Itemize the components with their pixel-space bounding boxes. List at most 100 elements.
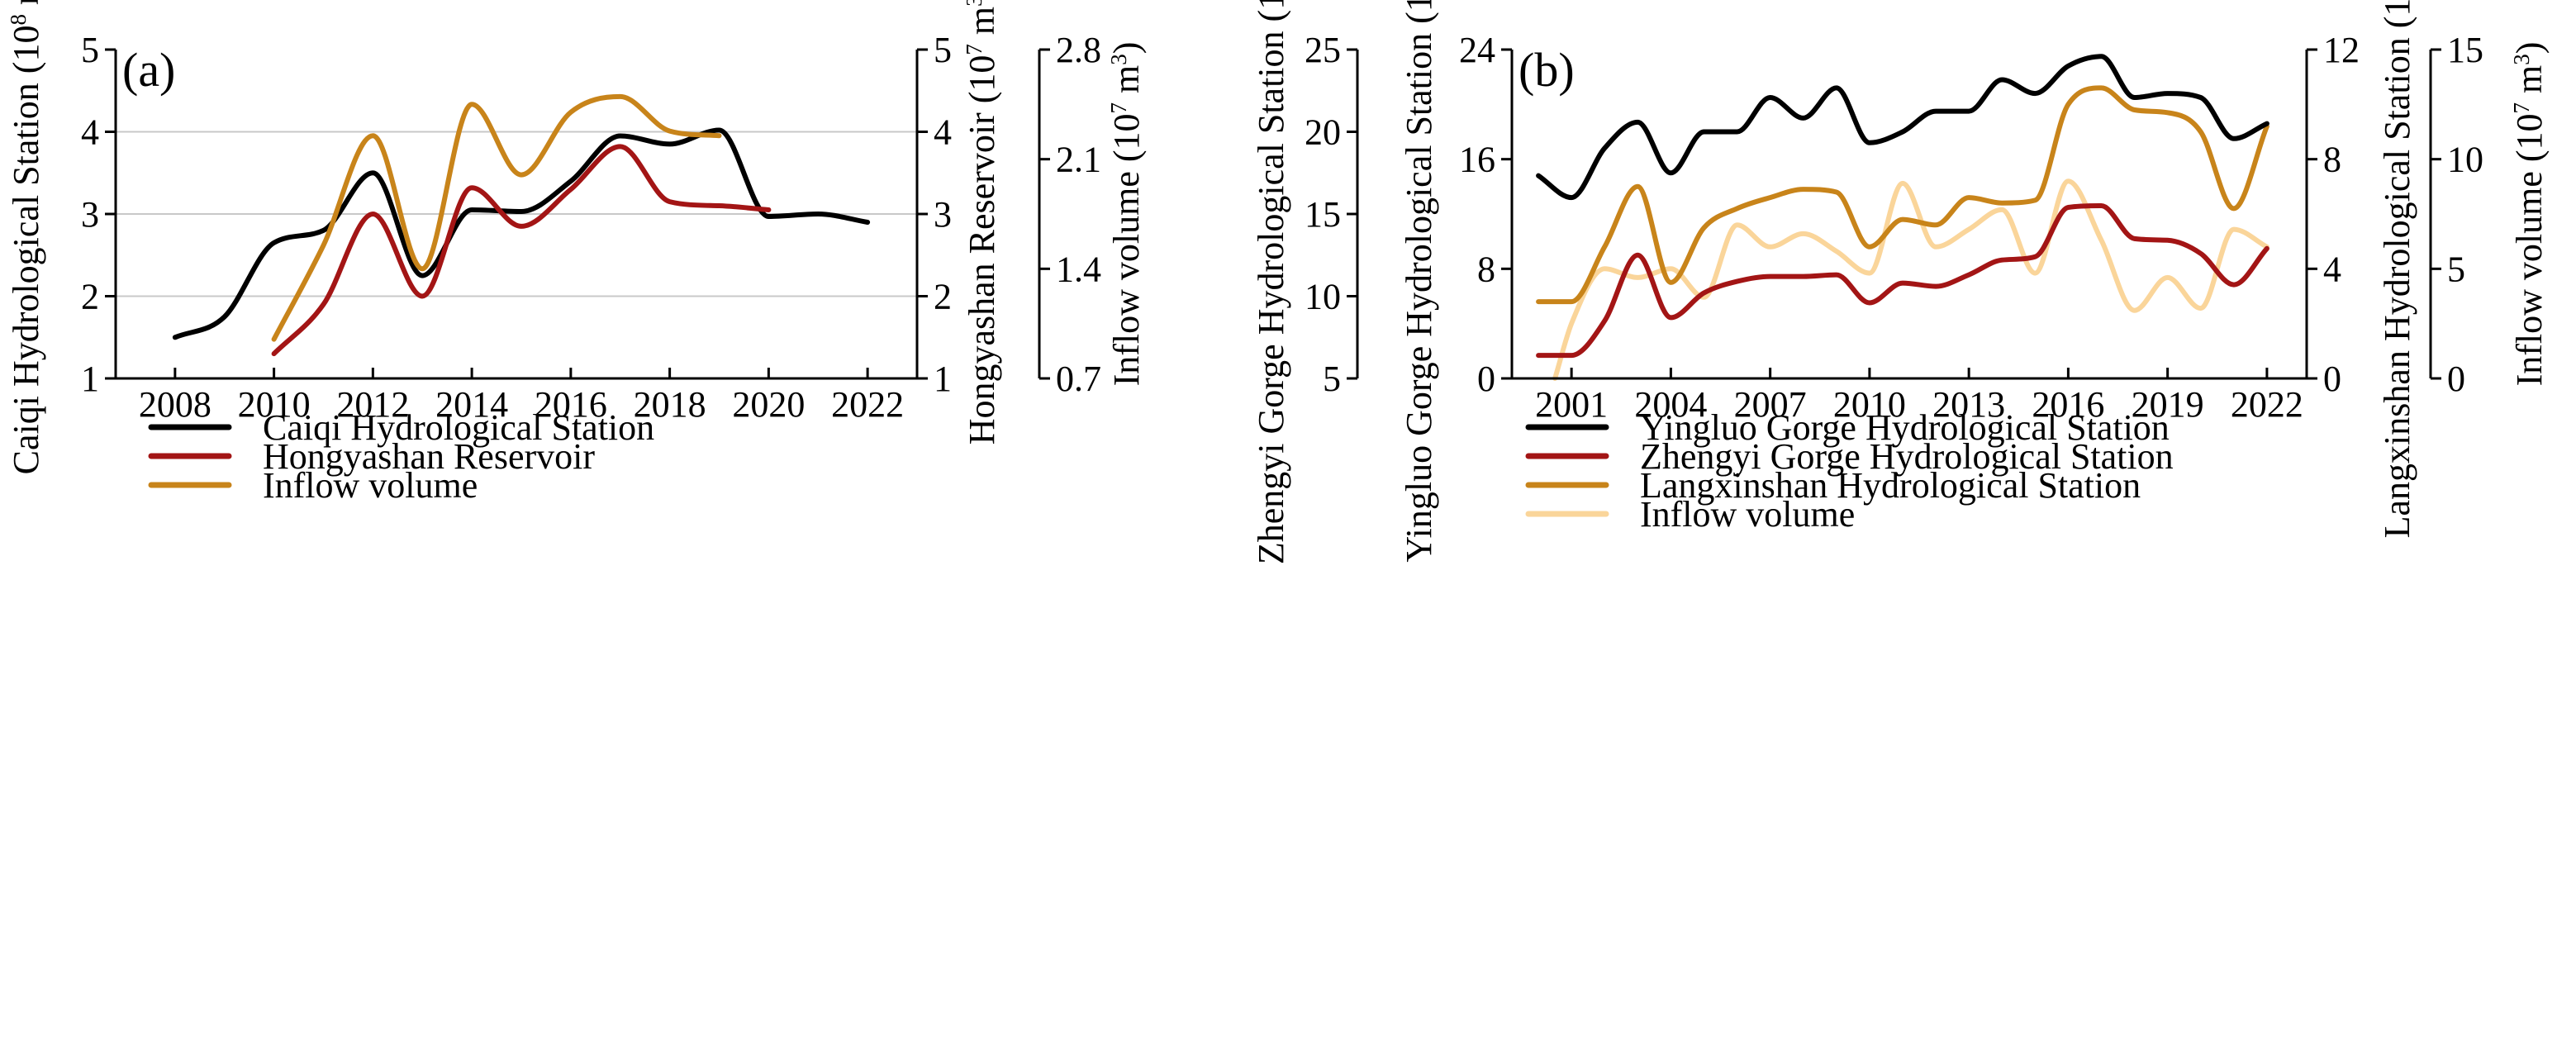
legend-label-langxinshan-hydrological-station: Langxinshan Hydrological Station: [1640, 465, 2141, 506]
legend-label-yingluo-gorge-hydrological-station: Yingluo Gorge Hydrological Station: [1640, 407, 2170, 448]
y-axis-caiqi-tick-label: 3: [81, 194, 99, 235]
series-line-inflow-volume: [1552, 178, 2269, 381]
legend-label-hongyashan-reservoir: Hongyashan Reservoir: [263, 436, 595, 477]
y-axis-title-inflow-unit-close: ): [1106, 42, 1147, 55]
legend-label-inflow-volume: Inflow volume: [1640, 494, 1855, 535]
y-axis-langxinshan-tick-label: 8: [2323, 140, 2341, 180]
y-axis-hongyashan-tick-label: 4: [934, 112, 952, 153]
y-axis-title-inflow-text: Inflow volume: [1106, 162, 1147, 386]
y-axis-hongyashan-tick-label: 1: [934, 359, 952, 399]
y-axis-inflow-tick-label: 1.4: [1056, 249, 1101, 289]
y-axis-langxinshan-tick-label: 12: [2323, 30, 2360, 70]
y-axis-title-langxinshan: Langxinshan Hydrological Station (108 m3…: [2377, 0, 2417, 538]
series-line-langxinshan-hydrological-station: [1536, 85, 2269, 305]
y-axis-inflow-tick-label: 10: [2447, 140, 2483, 180]
y-axis-title-caiqi-unit-m: m: [6, 0, 46, 14]
series-line-yingluo-gorge-hydrological-station: [1536, 54, 2269, 201]
panel-b: 2001 2004 2007 2010 2013 2016 2019 2022 5 10 15 20 2…: [1251, 0, 2550, 564]
y-axis-title-hongyashan-unit-sup: 3: [962, 0, 986, 7]
panel-b-label: (b): [1519, 43, 1575, 97]
x-tick-label: 2012: [336, 384, 409, 425]
panel-b-axes: 2001 2004 2007 2010 2013 2016 2019 2022 5 10 15 20 2…: [1251, 0, 2550, 564]
y-axis-title-inflow-unit-close: ): [2509, 42, 2550, 55]
y-axis-title-hongyashan-unit-m: m: [962, 7, 1002, 44]
legend-label-caiqi-hydrological-station: Caiqi Hydrological Station: [263, 407, 654, 448]
y-axis-title-caiqi-unit: (10: [6, 26, 46, 74]
y-axis-caiqi-tick-label: 1: [81, 359, 99, 399]
y-axis-yingluo-tick-label: 8: [1477, 249, 1495, 289]
y-axis-title-langxinshan-text: Langxinshan Hydrological Station: [2377, 28, 2417, 538]
y-axis-zhengyi-tick-label: 5: [1323, 359, 1341, 399]
y-axis-title-hongyashan-unit-exp: 7: [962, 44, 986, 55]
y-axis-yingluo-tick-label: 24: [1459, 30, 1495, 70]
panel-a-series: [172, 93, 871, 357]
x-tick-label: 2016: [535, 384, 607, 425]
panel-a-axes: 2008 2010 2012 2014 2016 2018 2020 2022 1 2 3 4 5 1 2 3…: [6, 0, 1147, 474]
y-axis-title-yingluo-text: Yingluo Gorge Hydrological Station: [1399, 24, 1439, 563]
y-axis-title-langxinshan-unit: (10: [2377, 0, 2417, 28]
y-axis-title-inflow-text: Inflow volume: [2509, 162, 2550, 386]
y-axis-title-zhengyi: Zhengyi Gorge Hydrological Station (108 …: [1251, 0, 1291, 564]
y-axis-hongyashan-tick-label: 3: [934, 194, 952, 235]
y-axis-title-hongyashan-unit: (10: [962, 55, 1002, 104]
x-tick-label: 2004: [1634, 384, 1707, 425]
x-tick-label: 2022: [831, 384, 904, 425]
legend-label-zhengyi-gorge-hydrological-station: Zhengyi Gorge Hydrological Station: [1640, 436, 2174, 477]
series-line-caiqi-hydrological-station: [172, 127, 871, 340]
y-axis-title-inflow-unit-sup: 3: [1106, 54, 1131, 65]
x-tick-label: 2022: [2231, 384, 2303, 425]
x-tick-label: 2001: [1535, 384, 1608, 425]
x-tick-label: 2010: [238, 384, 311, 425]
y-axis-inflow-tick-label: 2.8: [1056, 30, 1101, 70]
y-axis-inflow-tick-label: 2.1: [1056, 140, 1101, 180]
panel-a: 2008 2010 2012 2014 2016 2018 2020 2022 1 2 3 4 5 1 2 3…: [6, 0, 1147, 506]
y-axis-title-yingluo-unit: (10: [1399, 0, 1439, 24]
y-axis-zhengyi-tick-label: 10: [1305, 277, 1341, 317]
panel-a-label: (a): [122, 43, 175, 97]
y-axis-hongyashan-tick-label: 5: [934, 30, 952, 70]
y-axis-caiqi-tick-label: 5: [81, 30, 99, 70]
y-axis-title-inflow: Inflow volume (107 m3): [1106, 42, 1147, 387]
y-axis-zhengyi-tick-label: 20: [1305, 112, 1341, 153]
y-axis-caiqi-tick-label: 2: [81, 277, 99, 317]
y-axis-title-inflow-unit: (10: [1106, 113, 1147, 162]
x-tick-label: 2010: [1833, 384, 1906, 425]
panel-b-legend: Yingluo Gorge Hydrological StationZhengy…: [1525, 407, 2174, 535]
y-axis-title-zhengyi-unit: (10: [1251, 0, 1291, 21]
y-axis-title-inflow-unit: (10: [2509, 113, 2550, 162]
y-axis-title-caiqi-text: Caiqi Hydrological Station: [6, 74, 46, 474]
x-tick-label: 2013: [1932, 384, 2005, 425]
y-axis-yingluo-tick-label: 0: [1477, 359, 1495, 399]
y-axis-title-hongyashan-text: Hongyashan Reservoir: [962, 103, 1002, 445]
y-axis-inflow-tick-label: 0.7: [1056, 359, 1101, 399]
x-tick-label: 2007: [1734, 384, 1807, 425]
y-axis-title-inflow: Inflow volume (107 m3): [2509, 42, 2550, 387]
y-axis-zhengyi-tick-label: 25: [1305, 30, 1341, 70]
series-line-hongyashan-reservoir: [271, 144, 772, 357]
y-axis-title-caiqi: Caiqi Hydrological Station (108 m3): [6, 0, 46, 474]
y-axis-langxinshan-tick-label: 0: [2323, 359, 2341, 399]
y-axis-caiqi-tick-label: 4: [81, 112, 99, 153]
x-tick-label: 2020: [732, 384, 805, 425]
legend-label-inflow-volume: Inflow volume: [263, 465, 478, 506]
y-axis-title-inflow-unit-sup: 3: [2509, 54, 2534, 65]
y-axis-title-inflow-unit-m: m: [2509, 65, 2550, 102]
y-axis-inflow-tick-label: 15: [2447, 30, 2483, 70]
y-axis-title-inflow-unit-m: m: [1106, 65, 1147, 102]
x-tick-label: 2014: [435, 384, 508, 425]
y-axis-title-yingluo: Yingluo Gorge Hydrological Station (108 …: [1399, 0, 1439, 563]
y-axis-langxinshan-tick-label: 4: [2323, 249, 2341, 289]
y-axis-title-inflow-unit-exp: 7: [2509, 102, 2534, 114]
y-axis-yingluo-tick-label: 16: [1459, 140, 1495, 180]
x-tick-label: 2018: [634, 384, 706, 425]
y-axis-zhengyi-tick-label: 15: [1305, 194, 1341, 235]
y-axis-title-inflow-unit-exp: 7: [1106, 102, 1131, 114]
x-tick-label: 2016: [2032, 384, 2104, 425]
y-axis-title-zhengyi-text: Zhengyi Gorge Hydrological Station: [1251, 21, 1291, 564]
x-tick-label: 2019: [2132, 384, 2204, 425]
y-axis-hongyashan-tick-label: 2: [934, 277, 952, 317]
y-axis-inflow-tick-label: 5: [2447, 249, 2465, 289]
y-axis-title-caiqi-unit-exp: 8: [6, 14, 31, 26]
